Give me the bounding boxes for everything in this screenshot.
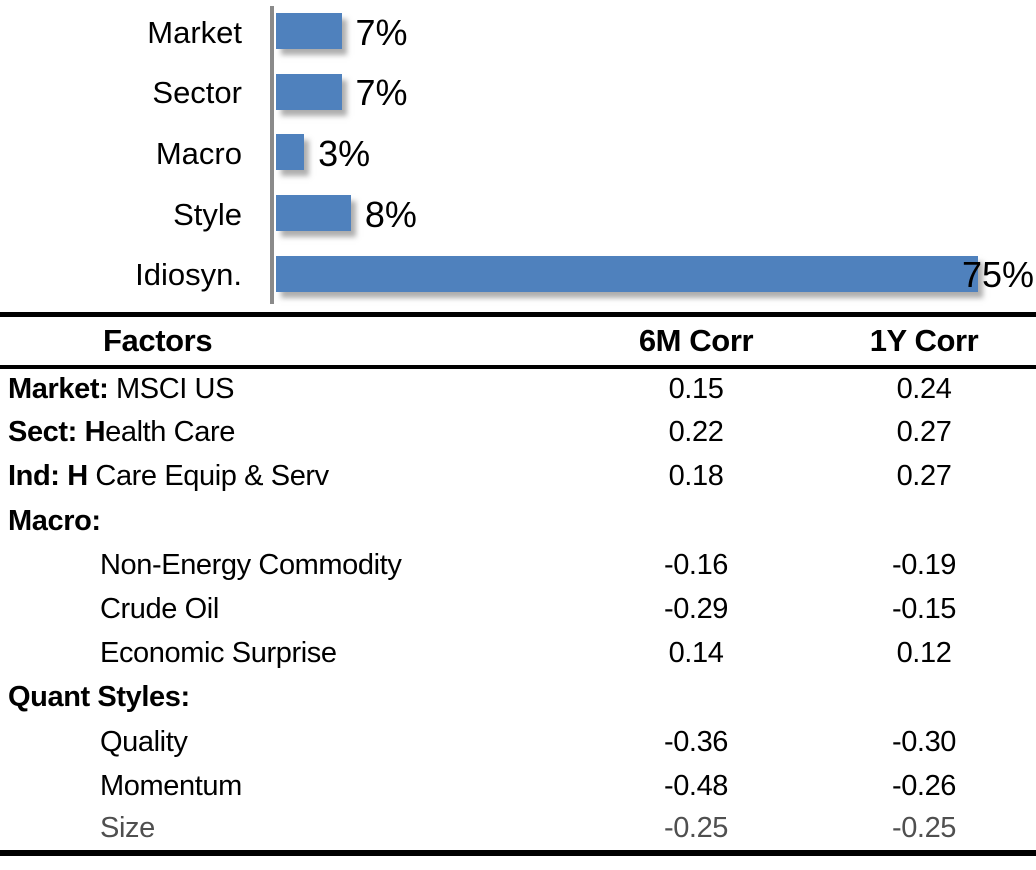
corr-6m-cell: -0.36 <box>663 725 729 758</box>
bar-macro <box>276 134 305 171</box>
risk-contribution-bar-chart: Market 7% Sector 7% Macro 3% Style 8% Idiosyn. 75… <box>0 0 1036 312</box>
corr-1y-cell: 0.12 <box>896 637 952 670</box>
chart-baseline-axis <box>270 6 274 304</box>
factor-cell: Economic Surprise <box>0 632 580 676</box>
factor-cell: Size <box>0 808 580 852</box>
factor-cell: Crude Oil <box>0 587 580 631</box>
factor-cell: Quality <box>0 720 580 764</box>
chart-row-sector: Sector 7% <box>0 63 1036 124</box>
corr-1y-column-header: 1Y Corr <box>869 322 979 358</box>
factor-cell: Quant Styles: <box>0 676 580 720</box>
factor-bold-prefix: Market: <box>8 373 109 406</box>
factor-cell: Ind: H Care Equip & Serv <box>0 455 580 499</box>
bar-idiosyn <box>276 255 978 292</box>
corr-1y-cell: 0.24 <box>896 373 952 406</box>
corr-6m-cell: 0.18 <box>668 460 724 493</box>
table-row: Crude Oil -0.29 -0.15 <box>0 587 1036 631</box>
table-row: Momentum -0.48 -0.26 <box>0 764 1036 808</box>
corr-1y-cell: -0.15 <box>891 593 957 626</box>
chart-row-macro: Macro 3% <box>0 123 1036 184</box>
factor-cell: Momentum <box>0 764 580 808</box>
chart-row-market: Market 7% <box>0 2 1036 63</box>
factor-text: Momentum <box>100 769 242 802</box>
factor-bold-prefix: Macro: <box>8 504 101 537</box>
factor-text: ealth Care <box>105 416 235 449</box>
corr-6m-cell <box>580 499 812 543</box>
category-label-market: Market <box>147 14 242 50</box>
value-label-style: 8% <box>364 193 417 235</box>
corr-1y-cell: 0.27 <box>896 416 952 449</box>
corr-6m-cell: -0.25 <box>663 812 729 845</box>
table-row: Market: MSCI US 0.15 0.24 <box>0 367 1036 411</box>
category-label-macro: Macro <box>155 135 242 171</box>
value-label-idiosyn: 75% <box>962 254 1035 296</box>
table-header-row: Factors 6M Corr 1Y Corr <box>0 315 1036 367</box>
factor-text: Crude Oil <box>100 593 219 626</box>
corr-1y-cell <box>812 499 1036 543</box>
corr-6m-cell: -0.16 <box>663 548 729 581</box>
corr-1y-cell <box>812 676 1036 720</box>
category-label-style: Style <box>173 196 242 232</box>
factor-bold-prefix: Quant Styles: <box>8 681 190 714</box>
corr-1y-cell: 0.27 <box>896 460 952 493</box>
table-row: Quality -0.36 -0.30 <box>0 720 1036 764</box>
corr-1y-cell: -0.19 <box>891 548 957 581</box>
corr-6m-cell: -0.29 <box>663 593 729 626</box>
factor-cell: Market: MSCI US <box>0 367 580 411</box>
factor-cell: Macro: <box>0 499 580 543</box>
value-label-macro: 3% <box>318 132 371 174</box>
chart-row-style: Style 8% <box>0 184 1036 245</box>
factor-cell: Non-Energy Commodity <box>0 543 580 587</box>
factor-correlation-table: Factors 6M Corr 1Y Corr Market: MSCI US 0… <box>0 312 1036 856</box>
table-row: Ind: H Care Equip & Serv 0.18 0.27 <box>0 455 1036 499</box>
factor-text: Non-Energy Commodity <box>100 548 402 581</box>
factor-text: MSCI US <box>108 373 235 406</box>
factor-text: Economic Surprise <box>100 637 337 670</box>
factor-text: Quality <box>100 725 188 758</box>
table-row: Sect: Health Care 0.22 0.27 <box>0 411 1036 455</box>
table-row: Quant Styles: <box>0 676 1036 720</box>
factor-bold-prefix: Sect: H <box>8 416 106 449</box>
value-label-sector: 7% <box>355 72 408 114</box>
bar-style <box>276 195 351 232</box>
corr-1y-cell: -0.25 <box>891 812 957 845</box>
bar-market <box>276 13 342 49</box>
category-label-sector: Sector <box>152 75 242 111</box>
corr-1y-cell: -0.30 <box>891 725 957 758</box>
factor-text: Care Equip & Serv <box>87 460 329 493</box>
factor-bold-prefix: Ind: H <box>8 460 88 493</box>
table-row: Macro: <box>0 499 1036 543</box>
factors-column-header: Factors <box>103 322 213 358</box>
corr-6m-cell: 0.15 <box>668 373 724 406</box>
corr-6m-cell: 0.22 <box>668 416 724 449</box>
corr-1y-cell: -0.26 <box>891 769 957 802</box>
table-row: Economic Surprise 0.14 0.12 <box>0 632 1036 676</box>
category-label-idiosyn: Idiosyn. <box>135 257 242 293</box>
corr-6m-cell <box>580 676 812 720</box>
corr-6m-column-header: 6M Corr <box>638 322 754 358</box>
bar-sector <box>276 73 342 110</box>
corr-6m-cell: 0.14 <box>668 637 724 670</box>
value-label-market: 7% <box>355 11 408 53</box>
corr-6m-cell: -0.48 <box>663 769 729 802</box>
table-row: Size -0.25 -0.25 <box>0 808 1036 852</box>
chart-row-idiosyn: Idiosyn. 75% <box>0 245 1036 306</box>
factor-text: Size <box>100 812 155 845</box>
table-row: Non-Energy Commodity -0.16 -0.19 <box>0 543 1036 587</box>
factor-cell: Sect: Health Care <box>0 411 580 455</box>
